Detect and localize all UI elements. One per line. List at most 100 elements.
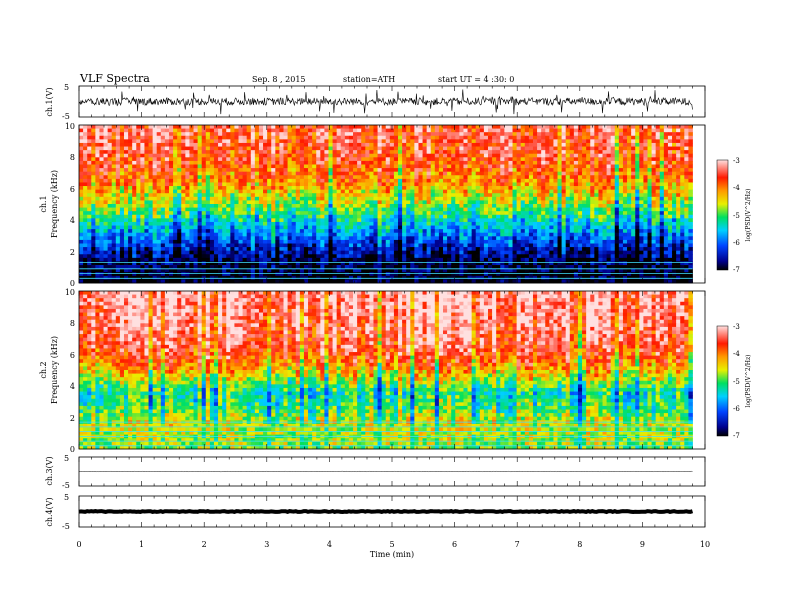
spectrogram-cell: [83, 196, 88, 201]
spectrogram-cell: [348, 229, 354, 234]
spectrogram-cell: [487, 135, 493, 140]
spectrogram-cell: [590, 196, 595, 201]
spectrogram-cell: [160, 168, 166, 173]
spectrogram-cell: [553, 160, 558, 165]
spectrogram-cell: [688, 178, 693, 183]
spectrogram-cell: [659, 207, 665, 212]
spectrogram-cell: [516, 221, 522, 226]
spectrogram-cell: [365, 193, 370, 198]
spectrogram-cell: [369, 128, 374, 133]
spectrogram-cell: [99, 178, 104, 183]
spectrogram-cell: [520, 175, 526, 180]
spectrogram-cell: [438, 164, 444, 169]
spectrogram-cell: [483, 232, 489, 237]
spectrogram-cell: [103, 178, 109, 183]
spectrogram-cell: [324, 125, 329, 129]
spectrogram-cell: [680, 175, 685, 180]
spectrogram-cell: [667, 146, 673, 151]
spectrogram-cell: [647, 153, 652, 158]
spectrogram-cell: [369, 178, 374, 183]
spectrogram-cell: [258, 218, 264, 223]
spectrogram-cell: [402, 178, 407, 183]
spectrogram-cell: [148, 232, 154, 237]
spectrogram-cell: [512, 142, 518, 147]
spectrogram-cell: [381, 157, 387, 162]
spectrogram-cell: [230, 128, 235, 133]
spectrogram-cell: [524, 232, 530, 237]
spectrogram-cell: [365, 164, 370, 169]
spectrogram-cell: [91, 153, 96, 158]
spectrogram-cell: [688, 221, 693, 226]
spectrogram-cell: [627, 211, 632, 216]
spectrogram-cell: [250, 232, 256, 237]
spectrogram-cell: [402, 153, 407, 158]
spectrogram-cell: [87, 225, 92, 230]
spectrogram-cell: [144, 164, 149, 169]
spectrogram-cell: [173, 128, 178, 133]
spectrogram-cell: [377, 214, 383, 219]
spectrogram-cell: [361, 139, 366, 144]
spectrogram-cell: [263, 200, 268, 205]
spectrogram-cell: [271, 139, 276, 144]
spectrogram-cell: [332, 214, 338, 219]
spectrogram-cell: [402, 221, 407, 226]
spectrogram-cell: [483, 132, 489, 137]
spectrogram-cell: [230, 225, 235, 230]
spectrogram-cell: [663, 200, 669, 205]
spectrogram-cell: [565, 139, 571, 144]
spectrogram-cell: [123, 207, 129, 212]
spectrogram-cell: [463, 139, 468, 144]
spectrogram-cell: [606, 175, 612, 180]
spectrogram-cell: [353, 132, 358, 137]
spectrogram-cell: [299, 211, 305, 216]
spectrogram-cell: [238, 128, 243, 133]
spectrogram-cell: [258, 236, 264, 241]
spectrogram-cell: [492, 128, 497, 133]
spectrogram-cell: [168, 178, 174, 183]
spectrogram-cell: [659, 204, 665, 208]
spectrogram-cell: [688, 189, 693, 194]
spectrogram-cell: [209, 178, 215, 183]
spectrogram-cell: [119, 125, 125, 129]
spectrogram-cell: [516, 193, 522, 198]
spectrogram-cell: [279, 214, 284, 219]
spectrogram-cell: [389, 189, 395, 194]
spectrogram-cell: [275, 204, 280, 208]
spectrogram-cell: [332, 125, 338, 129]
spectrogram-cell: [283, 132, 288, 137]
spectrogram-cell: [606, 135, 612, 140]
spectrogram-cell: [189, 186, 194, 191]
spectrogram-cell: [303, 182, 309, 187]
spectrogram-cell: [312, 153, 317, 158]
spectrogram-cell: [140, 200, 145, 205]
spectrogram-cell: [181, 211, 186, 216]
spectrogram-cell: [103, 204, 109, 208]
spectrogram-cell: [475, 175, 481, 180]
spectrogram-cell: [627, 168, 632, 173]
spectrogram-cell: [676, 218, 681, 223]
spectrogram-cell: [299, 135, 305, 140]
spectrogram-cell: [647, 164, 652, 169]
spectrogram-cell: [160, 160, 166, 165]
spectrogram-cell: [451, 214, 456, 219]
spectrogram-cell: [516, 182, 522, 187]
spectrogram-cell: [667, 171, 673, 176]
spectrogram-cell: [676, 214, 681, 219]
spectrogram-cell: [414, 225, 419, 230]
spectrogram-cell: [667, 128, 673, 133]
spectrogram-cell: [398, 218, 403, 223]
spectrogram-cell: [451, 125, 456, 129]
spectrogram-cell: [524, 182, 530, 187]
spectrogram-cell: [140, 193, 145, 198]
spectrogram-cell: [332, 153, 338, 158]
spectrogram-cell: [422, 207, 428, 212]
spectrogram-cell: [213, 225, 219, 230]
spectrogram-cell: [598, 150, 603, 155]
spectrogram-cell: [443, 218, 448, 223]
spectrogram-cell: [99, 221, 104, 226]
spectrogram-cell: [565, 178, 571, 183]
spectrogram-cell: [148, 139, 154, 144]
spectrogram-cell: [230, 142, 235, 147]
spectrogram-cell: [209, 221, 215, 226]
spectrogram-cell: [528, 182, 534, 187]
